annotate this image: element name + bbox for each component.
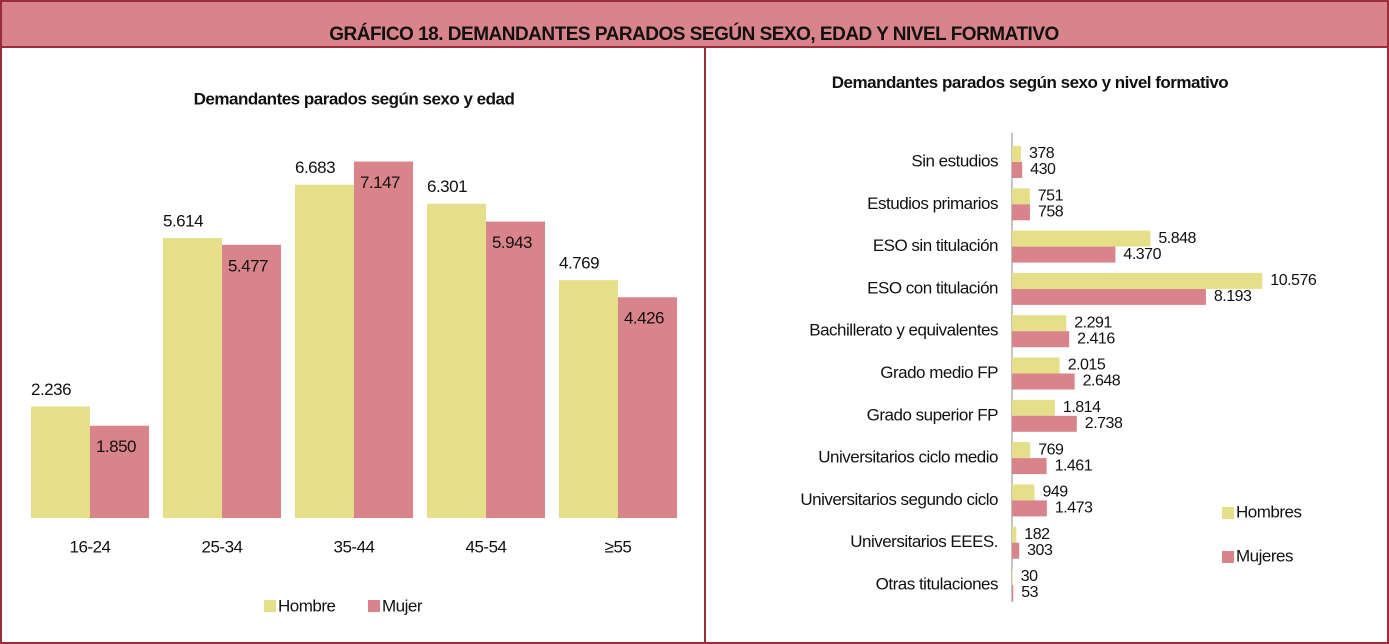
bar	[1012, 458, 1047, 475]
value-label: 1.850	[96, 437, 136, 456]
bar	[618, 297, 677, 518]
bar	[163, 238, 222, 518]
value-label: 5.614	[163, 211, 203, 230]
y-tick-label: Estudios primarios	[867, 194, 998, 213]
bar	[1012, 204, 1030, 221]
legend-label: Hombres	[1236, 502, 1301, 521]
bar	[559, 280, 618, 518]
value-label: 1.814	[1063, 399, 1101, 416]
value-label: 2.416	[1077, 330, 1115, 347]
bar	[1012, 542, 1020, 559]
bar	[1012, 484, 1035, 501]
legend-label: Mujer	[382, 596, 423, 615]
legend-swatch	[1222, 551, 1234, 563]
bar	[486, 221, 545, 518]
value-label: 5.477	[228, 256, 268, 275]
value-label: 1.473	[1055, 500, 1093, 517]
value-label: 949	[1042, 484, 1068, 501]
value-label: 4.769	[559, 254, 599, 273]
y-tick-label: Grado medio FP	[880, 363, 998, 382]
bar	[295, 184, 354, 519]
header-bar	[0, 0, 1389, 48]
bar	[1012, 500, 1047, 517]
value-label: 2.015	[1068, 357, 1106, 374]
bar	[1012, 331, 1070, 348]
y-tick-label: ESO con titulación	[867, 278, 998, 297]
value-label: 6.683	[295, 158, 335, 177]
value-label: 5.848	[1158, 230, 1196, 247]
x-tick-label: 25-34	[202, 537, 243, 556]
bar	[1012, 315, 1067, 332]
x-tick-label: 16-24	[70, 537, 111, 556]
bar	[1012, 442, 1031, 459]
y-tick-label: Universitarios ciclo medio	[818, 448, 998, 467]
bar	[1012, 526, 1017, 543]
value-label: 5.943	[492, 233, 532, 252]
legend-label: Hombre	[278, 596, 336, 615]
value-label: 2.236	[31, 380, 71, 399]
bar	[1012, 585, 1014, 601]
legend-label: Mujeres	[1236, 546, 1293, 565]
bar	[1012, 399, 1055, 416]
bar	[1012, 415, 1077, 432]
value-label: 4.426	[624, 309, 664, 328]
value-label: 8.193	[1214, 288, 1252, 305]
bar	[1012, 230, 1151, 247]
chart-title: Demandantes parados según sexo y nivel f…	[831, 73, 1229, 92]
y-tick-label: Universitarios EEES.	[850, 532, 998, 551]
value-label: 303	[1027, 542, 1053, 559]
bar	[1012, 288, 1206, 305]
y-tick-label: Grado superior FP	[867, 405, 998, 424]
bar	[1012, 246, 1116, 263]
value-label: 182	[1024, 526, 1050, 543]
bar	[1012, 146, 1021, 162]
y-tick-label: Sin estudios	[911, 151, 998, 170]
x-tick-label: 45-54	[466, 537, 507, 556]
y-tick-label: Otras titulaciones	[876, 574, 998, 593]
bar	[90, 425, 149, 518]
value-label: 758	[1038, 204, 1064, 221]
legend-swatch	[1222, 507, 1234, 519]
y-tick-label: ESO sin titulación	[873, 236, 998, 255]
legend-swatch	[368, 600, 380, 612]
value-label: 7.147	[360, 173, 400, 192]
y-tick-label: Bachillerato y equivalentes	[809, 321, 998, 340]
x-tick-label: ≥55	[605, 537, 632, 556]
legend-swatch	[264, 600, 276, 612]
value-label: 10.576	[1270, 272, 1317, 289]
x-tick-label: 35-44	[334, 537, 375, 556]
bar	[222, 244, 281, 518]
bar	[354, 161, 413, 518]
bar	[1012, 272, 1263, 289]
value-label: 2.648	[1083, 373, 1121, 390]
value-label: 430	[1030, 161, 1056, 178]
bar	[31, 406, 90, 518]
value-label: 2.291	[1074, 314, 1112, 331]
header-title: GRÁFICO 18. DEMANDANTES PARADOS SEGÚN SE…	[329, 23, 1059, 45]
value-label: 378	[1029, 145, 1055, 162]
value-label: 2.738	[1085, 415, 1123, 432]
bar	[1012, 373, 1075, 390]
y-tick-label: Universitarios segundo ciclo	[800, 490, 998, 509]
bar	[1012, 188, 1030, 205]
chart-title: Demandantes parados según sexo y edad	[194, 89, 515, 108]
value-label: 751	[1038, 188, 1064, 205]
bar	[427, 203, 486, 519]
value-label: 4.370	[1123, 246, 1161, 263]
bar	[1012, 569, 1013, 585]
value-label: 1.461	[1055, 457, 1093, 474]
value-label: 769	[1038, 441, 1064, 458]
bar	[1012, 357, 1060, 374]
value-label: 6.301	[427, 177, 467, 196]
value-label: 53	[1021, 584, 1038, 601]
bar	[1012, 162, 1023, 178]
value-label: 30	[1021, 568, 1038, 585]
